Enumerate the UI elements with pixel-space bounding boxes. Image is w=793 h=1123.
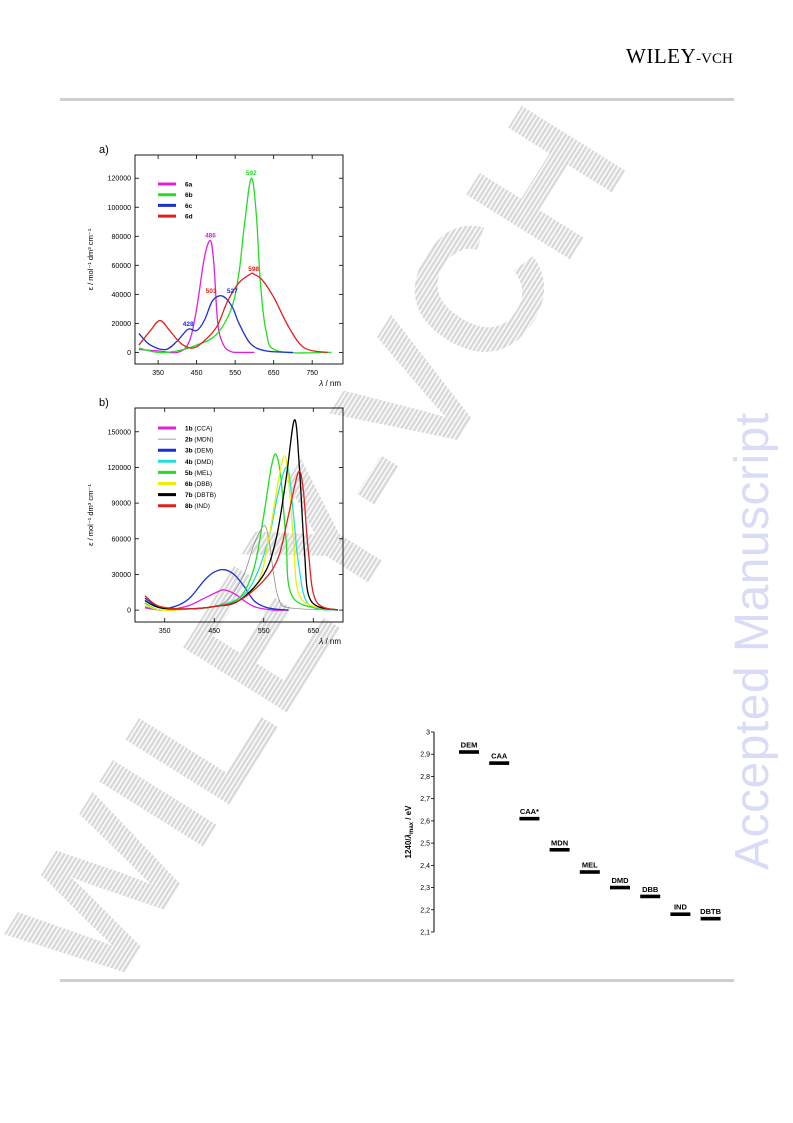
- legend-entry: 6a: [185, 182, 193, 189]
- legend-entry: 6b (DBB): [185, 481, 212, 488]
- y-axis-label: ε / mol⁻¹ dm³ cm⁻¹: [86, 228, 95, 290]
- peak-label: 428: [183, 321, 194, 328]
- x-tick-label: 750: [306, 370, 318, 377]
- x-tick-label: 550: [229, 370, 241, 377]
- y-tick-label: 2,7: [420, 796, 430, 803]
- series-line-4b: [144, 466, 339, 611]
- y-tick-label: 2,6: [420, 818, 430, 825]
- spectra-a-chart: a) 0 20000 40000 60000 80000 100000 120000 350 45…: [86, 144, 344, 388]
- x-axis-label: λ / nm: [318, 637, 341, 646]
- series-line-3b: [144, 568, 289, 611]
- x-tick-label: 650: [268, 370, 280, 377]
- level-bar: [459, 750, 479, 754]
- peak-label: 598: [248, 266, 259, 273]
- y-tick-label: 120000: [108, 176, 131, 183]
- level-bar: [670, 912, 691, 917]
- x-tick-label: 650: [307, 628, 319, 635]
- level-label: MDN: [551, 838, 568, 847]
- y-tick-label: 30000: [112, 572, 132, 579]
- level-label: IND: [674, 903, 688, 912]
- y-axis-label: 1240/λmax / eV: [404, 805, 415, 859]
- series-line-6b: [138, 177, 332, 354]
- y-tick-label: 150000: [108, 429, 131, 436]
- header-rule: [60, 98, 734, 101]
- series-line-8b: [144, 470, 339, 611]
- y-tick-label: 60000: [112, 536, 132, 543]
- y-tick-label: 2,2: [420, 907, 430, 914]
- series-line-6c: [138, 295, 293, 354]
- y-tick-label: 90000: [112, 501, 132, 508]
- level-bar: [700, 916, 721, 921]
- legend-entry: 7b (DBTB): [185, 492, 216, 499]
- level-label: DBTB: [700, 907, 721, 916]
- peak-label: 486: [205, 233, 216, 240]
- series-line-7b: [144, 419, 339, 611]
- y-tick-label: 2,9: [420, 752, 430, 759]
- peak-label: 503: [206, 288, 217, 295]
- level-label: CAA*: [520, 807, 539, 816]
- level-bar: [489, 761, 510, 765]
- legend-entry: 4b (DMD): [185, 459, 214, 466]
- accepted-manuscript-watermark: Accepted Manuscript: [726, 412, 779, 870]
- level-bar: [519, 816, 540, 821]
- legend-entry: 6b: [185, 192, 193, 199]
- footer-rule: [60, 979, 734, 982]
- x-tick-label: 350: [159, 628, 171, 635]
- level-label: DEM: [461, 741, 478, 750]
- y-tick-label: 100000: [108, 205, 131, 212]
- plot-frame: [134, 154, 344, 365]
- y-tick-label: 60000: [112, 263, 132, 270]
- legend-entry: 8b (IND): [185, 503, 210, 510]
- y-tick-label: 80000: [112, 234, 132, 241]
- level-bar: [640, 894, 661, 899]
- y-tick-label: 120000: [108, 465, 131, 472]
- panel-label: a): [99, 144, 109, 156]
- legend-entry: 6c: [185, 203, 193, 210]
- y-tick-label: 2,5: [420, 841, 430, 848]
- level-bar: [549, 847, 570, 852]
- plot-frame: [134, 407, 344, 623]
- series-line-6b: [144, 454, 339, 611]
- legend-entry: 6d: [185, 214, 193, 221]
- y-tick-label: 2,1: [420, 930, 430, 937]
- level-label: CAA: [491, 752, 508, 761]
- y-tick-label: 20000: [112, 321, 132, 328]
- x-tick-label: 450: [208, 628, 220, 635]
- peak-label: 527: [227, 288, 238, 295]
- y-tick-label: 3: [426, 730, 430, 737]
- y-tick-label: 0: [127, 608, 131, 615]
- y-tick-label: 0: [127, 350, 131, 357]
- x-tick-label: 450: [191, 370, 203, 377]
- legend-entry: 2b (MDN): [185, 437, 214, 444]
- y-tick-label: 2,3: [420, 885, 430, 892]
- peak-label: 592: [246, 170, 257, 177]
- x-axis-label: λ / nm: [318, 379, 341, 388]
- x-tick-label: 350: [152, 370, 164, 377]
- publisher-logo: WILEY-VCH: [626, 44, 733, 68]
- series-line-6d: [138, 272, 328, 354]
- y-axis-label: ε / mol⁻¹ dm³ cm⁻¹: [86, 484, 95, 546]
- y-tick-label: 2,4: [420, 863, 430, 870]
- level-label: MEL: [582, 861, 598, 870]
- level-label: DMD: [611, 876, 629, 885]
- legend-entry: 3b (DEM): [185, 448, 213, 455]
- series-line-5b: [144, 453, 339, 612]
- y-tick-label: 2,8: [420, 774, 430, 781]
- legend-entry: 1b (CCA): [185, 426, 212, 433]
- y-tick-label: 40000: [112, 292, 132, 299]
- level-bar: [610, 885, 630, 890]
- energy-chart: 3 2,9 2,8 2,7 2,6 2,5 2,4 2,3 2,2 2,1 1240/λmax / …: [404, 730, 722, 937]
- series-line-6a: [138, 239, 255, 354]
- level-bar: [579, 870, 600, 874]
- legend-entry: 5b (MEL): [185, 470, 212, 477]
- spectra-b-chart: b) 0 30000 60000 90000 120000 150000 350 450 550 6…: [86, 397, 344, 646]
- x-tick-label: 550: [258, 628, 270, 635]
- level-label: DBB: [642, 885, 659, 894]
- panel-label: b): [99, 397, 109, 409]
